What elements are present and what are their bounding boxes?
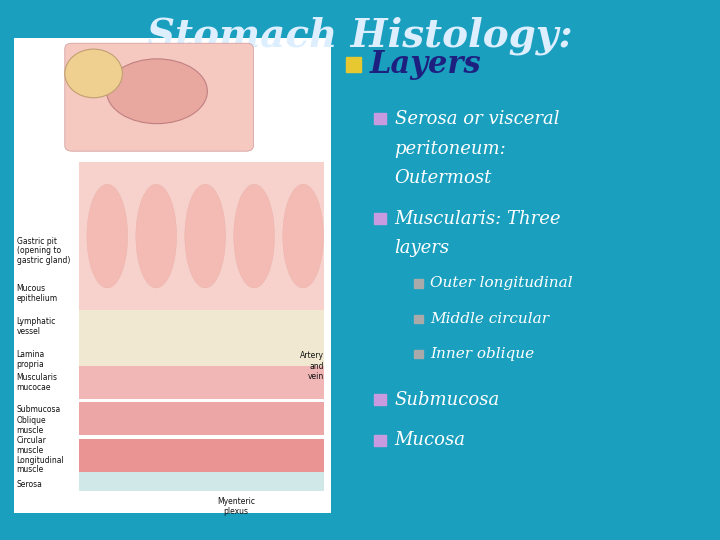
Ellipse shape	[234, 184, 274, 288]
Text: Gastric pit
(opening to
gastric gland): Gastric pit (opening to gastric gland)	[17, 237, 70, 265]
Text: Submucosa: Submucosa	[17, 404, 60, 414]
Text: peritoneum:: peritoneum:	[395, 139, 506, 158]
FancyBboxPatch shape	[14, 38, 331, 513]
Text: Lamina
propria: Lamina propria	[17, 350, 45, 369]
Ellipse shape	[65, 49, 122, 98]
FancyBboxPatch shape	[374, 213, 386, 224]
Ellipse shape	[136, 184, 176, 288]
FancyBboxPatch shape	[79, 366, 324, 399]
Text: Inner oblique: Inner oblique	[430, 347, 534, 361]
FancyBboxPatch shape	[65, 43, 253, 151]
FancyBboxPatch shape	[414, 314, 423, 322]
Text: Stomach Histology:: Stomach Histology:	[147, 16, 573, 55]
Text: Outer longitudinal: Outer longitudinal	[430, 276, 572, 291]
Text: Longitudinal
muscle: Longitudinal muscle	[17, 456, 64, 475]
FancyBboxPatch shape	[79, 162, 324, 310]
FancyBboxPatch shape	[374, 394, 386, 405]
Text: Artery
and
vein: Artery and vein	[300, 352, 324, 381]
Text: Myenteric
plexus: Myenteric plexus	[217, 497, 255, 516]
Text: Circular
muscle: Circular muscle	[17, 436, 46, 455]
Text: Lymphatic
vessel: Lymphatic vessel	[17, 318, 56, 336]
Text: Layers: Layers	[370, 49, 482, 80]
FancyBboxPatch shape	[374, 113, 386, 124]
Ellipse shape	[107, 59, 207, 124]
FancyBboxPatch shape	[79, 402, 324, 435]
Text: Mucosa: Mucosa	[395, 431, 466, 449]
Ellipse shape	[87, 184, 127, 288]
Text: Muscularis: Three: Muscularis: Three	[395, 210, 561, 228]
Text: Serosa: Serosa	[17, 480, 42, 489]
FancyBboxPatch shape	[414, 350, 423, 358]
Ellipse shape	[283, 184, 323, 288]
Text: Outermost: Outermost	[395, 169, 492, 187]
Ellipse shape	[185, 184, 225, 288]
FancyBboxPatch shape	[414, 280, 423, 287]
Text: Submucosa: Submucosa	[395, 390, 500, 409]
FancyBboxPatch shape	[79, 471, 324, 491]
Text: Mucous
epithelium: Mucous epithelium	[17, 285, 58, 303]
Text: Muscularis
mucocae: Muscularis mucocae	[17, 373, 58, 392]
FancyBboxPatch shape	[79, 310, 324, 366]
FancyBboxPatch shape	[79, 438, 324, 471]
Text: Serosa or visceral: Serosa or visceral	[395, 110, 559, 128]
FancyBboxPatch shape	[374, 435, 386, 446]
Text: Oblique
muscle: Oblique muscle	[17, 416, 46, 435]
FancyBboxPatch shape	[346, 57, 361, 72]
Text: layers: layers	[395, 239, 450, 258]
Text: Middle circular: Middle circular	[430, 312, 549, 326]
